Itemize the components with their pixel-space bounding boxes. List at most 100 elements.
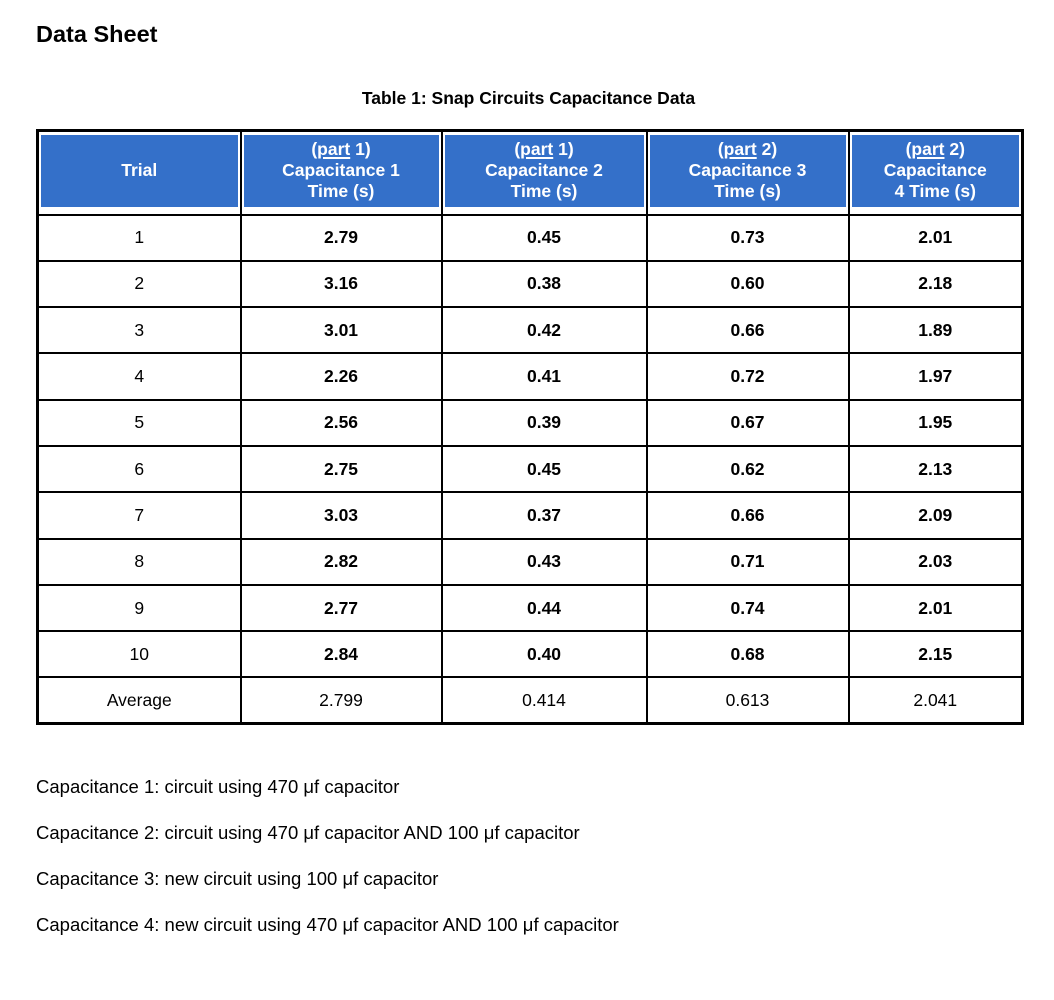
value-cell: 2.84 — [239, 630, 443, 679]
header-line: Time (s) — [307, 181, 375, 202]
value-cell: 0.613 — [645, 676, 850, 725]
header-capacitance-4: (part 2) Capacitance 4 Time (s) — [847, 129, 1024, 216]
header-line: Trial — [121, 160, 158, 181]
header-line: Capacitance 1 — [282, 160, 400, 181]
trial-cell: 1 — [36, 213, 242, 262]
header-fill: (part 2) Capacitance 3 Time (s) — [649, 134, 846, 207]
footnotes: Capacitance 1: circuit using 470 μf capa… — [36, 777, 1021, 935]
capacitance-data-table: Trial (part 1) Capacitance 1 Time (s) (p… — [36, 129, 1024, 726]
value-cell: 0.67 — [645, 398, 850, 447]
value-cell: 2.799 — [239, 676, 443, 725]
value-cell: 2.13 — [847, 444, 1024, 494]
header-line: Time (s) — [510, 181, 578, 202]
footnote-capacitance-4: Capacitance 4: new circuit using 470 μf … — [36, 914, 619, 936]
trial-cell: 8 — [36, 537, 242, 586]
table-caption: Table 1: Snap Circuits Capacitance Data — [361, 88, 696, 108]
value-cell: 1.95 — [847, 398, 1024, 447]
header-fill: (part 1) Capacitance 1 Time (s) — [243, 134, 439, 207]
value-cell: 0.60 — [645, 259, 850, 309]
header-fill: Trial — [41, 134, 238, 207]
value-cell: 2.26 — [239, 352, 443, 401]
value-cell: 3.01 — [239, 306, 443, 355]
page-title: Data Sheet — [36, 21, 158, 47]
value-cell: 0.45 — [440, 444, 648, 494]
table-header-row: Trial (part 1) Capacitance 1 Time (s) (p… — [36, 129, 1024, 216]
header-line: Capacitance — [883, 160, 987, 181]
value-cell: 0.62 — [645, 444, 850, 494]
header-trial: Trial — [36, 129, 242, 216]
value-cell: 3.03 — [239, 491, 443, 540]
footnote-capacitance-2: Capacitance 2: circuit using 470 μf capa… — [36, 822, 580, 844]
value-cell: 0.40 — [440, 630, 648, 679]
table-body: 1 2.79 0.45 0.73 2.01 2 3.16 0.38 0.60 2… — [36, 213, 1024, 725]
header-fill: (part 1) Capacitance 2 Time (s) — [444, 134, 644, 207]
header-line: (part 2) — [717, 139, 778, 160]
value-cell: 3.16 — [239, 259, 443, 309]
header-line: Capacitance 2 — [485, 160, 603, 181]
footnote-capacitance-1: Capacitance 1: circuit using 470 μf capa… — [36, 776, 400, 798]
value-cell: 0.45 — [440, 213, 648, 262]
header-line: (part 1) — [311, 139, 371, 160]
value-cell: 0.39 — [440, 398, 648, 447]
trial-cell: 4 — [36, 352, 242, 401]
table-row: 7 3.03 0.37 0.66 2.09 — [36, 491, 1024, 540]
table-row: 4 2.26 0.41 0.72 1.97 — [36, 352, 1024, 401]
header-line: (part 2) — [905, 139, 965, 160]
value-cell: 0.42 — [440, 306, 648, 355]
underlined-word: part — [723, 139, 757, 160]
trial-cell: 5 — [36, 398, 242, 447]
value-cell: 2.77 — [239, 583, 443, 633]
header-line: (part 1) — [514, 139, 574, 160]
value-cell: 0.43 — [440, 537, 648, 586]
trial-cell: Average — [36, 676, 242, 725]
table-row: 10 2.84 0.40 0.68 2.15 — [36, 630, 1024, 679]
value-cell: 0.73 — [645, 213, 850, 262]
value-cell: 0.66 — [645, 306, 850, 355]
header-fill: (part 2) Capacitance 4 Time (s) — [851, 134, 1019, 207]
underlined-word: part — [911, 139, 945, 160]
underlined-word: part — [317, 139, 351, 160]
header-capacitance-3: (part 2) Capacitance 3 Time (s) — [645, 129, 850, 216]
table-row: 1 2.79 0.45 0.73 2.01 — [36, 213, 1024, 262]
header-line: Time (s) — [714, 181, 781, 202]
trial-cell: 10 — [36, 630, 242, 679]
value-cell: 0.44 — [440, 583, 648, 633]
table-row: 9 2.77 0.44 0.74 2.01 — [36, 583, 1024, 633]
value-cell: 2.01 — [847, 213, 1024, 262]
value-cell: 2.82 — [239, 537, 443, 586]
value-cell: 1.97 — [847, 352, 1024, 401]
trial-cell: 3 — [36, 306, 242, 355]
value-cell: 0.41 — [440, 352, 648, 401]
value-cell: 0.68 — [645, 630, 850, 679]
table-row: Average 2.799 0.414 0.613 2.041 — [36, 676, 1024, 725]
table-row: 2 3.16 0.38 0.60 2.18 — [36, 259, 1024, 309]
value-cell: 2.79 — [239, 213, 443, 262]
value-cell: 2.56 — [239, 398, 443, 447]
trial-cell: 2 — [36, 259, 242, 309]
table-row: 6 2.75 0.45 0.62 2.13 — [36, 444, 1024, 494]
value-cell: 0.74 — [645, 583, 850, 633]
trial-cell: 7 — [36, 491, 242, 540]
header-capacitance-1: (part 1) Capacitance 1 Time (s) — [239, 129, 443, 216]
value-cell: 2.15 — [847, 630, 1024, 679]
value-cell: 1.89 — [847, 306, 1024, 355]
trial-cell: 6 — [36, 444, 242, 494]
value-cell: 2.03 — [847, 537, 1024, 586]
table-row: 8 2.82 0.43 0.71 2.03 — [36, 537, 1024, 586]
value-cell: 0.38 — [440, 259, 648, 309]
trial-cell: 9 — [36, 583, 242, 633]
value-cell: 2.09 — [847, 491, 1024, 540]
value-cell: 2.75 — [239, 444, 443, 494]
value-cell: 0.66 — [645, 491, 850, 540]
underlined-word: part — [520, 139, 554, 160]
table-row: 5 2.56 0.39 0.67 1.95 — [36, 398, 1024, 447]
value-cell: 2.01 — [847, 583, 1024, 633]
value-cell: 2.041 — [847, 676, 1024, 725]
header-line: 4 Time (s) — [894, 181, 976, 202]
header-line: Capacitance 3 — [688, 160, 807, 181]
footnote-capacitance-3: Capacitance 3: new circuit using 100 μf … — [36, 868, 439, 890]
value-cell: 0.72 — [645, 352, 850, 401]
value-cell: 0.71 — [645, 537, 850, 586]
table-row: 3 3.01 0.42 0.66 1.89 — [36, 306, 1024, 355]
